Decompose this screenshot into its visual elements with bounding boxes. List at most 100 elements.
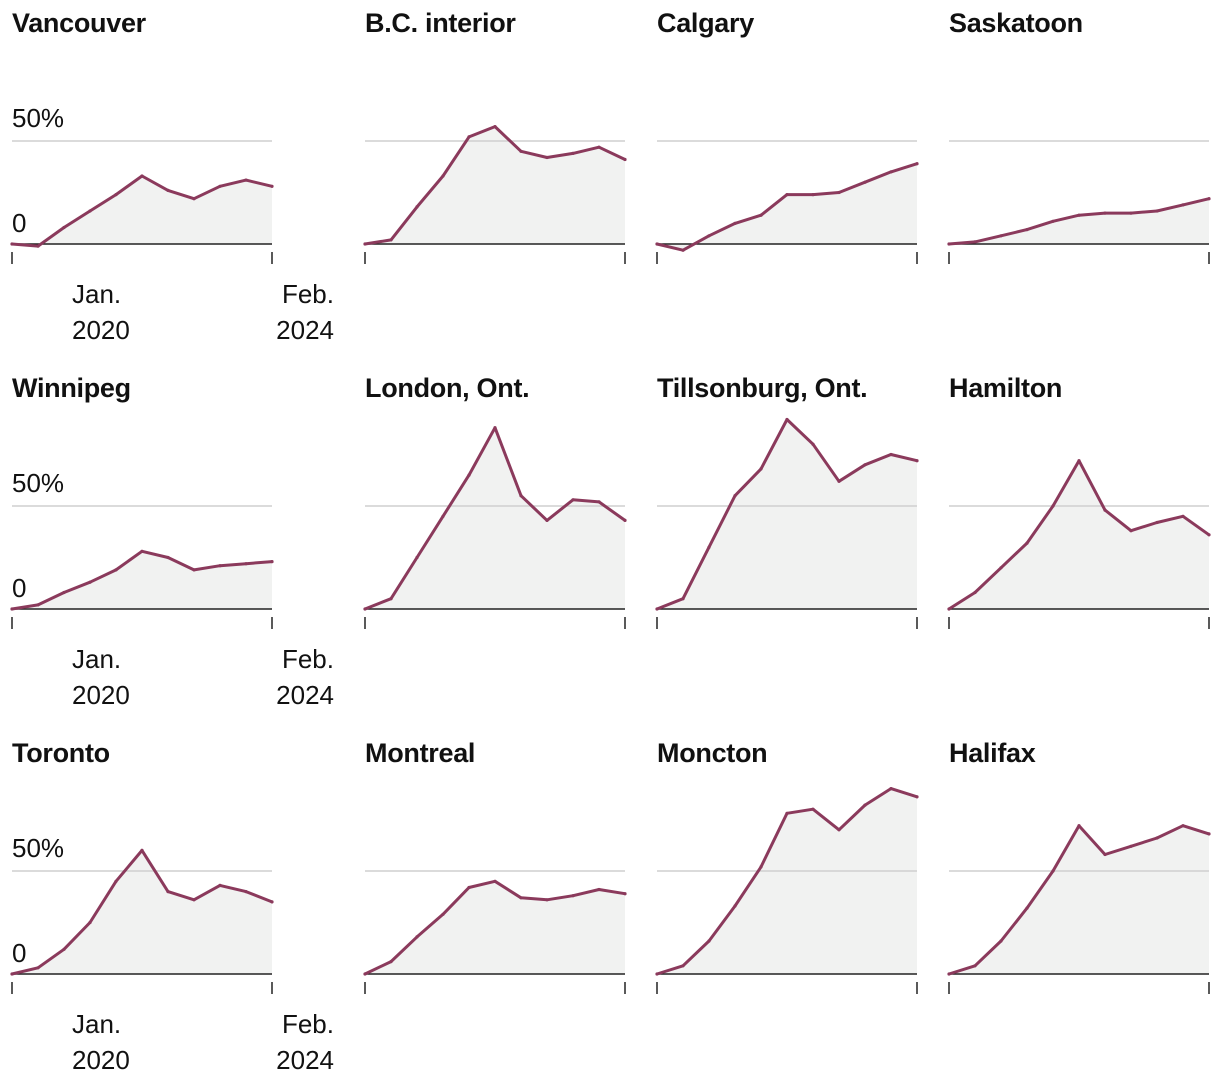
data-point [655, 242, 659, 246]
data-point [681, 248, 685, 252]
data-point [1077, 824, 1081, 828]
data-point [270, 560, 274, 564]
chart-panel: London, Ont. [363, 365, 657, 725]
x-label-start: Jan. 2020 [72, 644, 130, 710]
data-point [1129, 211, 1133, 215]
data-point [415, 205, 419, 209]
data-point [655, 607, 659, 611]
data-point [88, 920, 92, 925]
data-point [363, 972, 367, 976]
data-point [623, 892, 627, 896]
chart-title: London, Ont. [365, 373, 530, 403]
data-point [811, 442, 815, 446]
data-point [1207, 832, 1211, 836]
chart-title: Moncton [657, 738, 768, 768]
data-point [1077, 459, 1081, 463]
data-point [244, 562, 248, 566]
data-point [140, 549, 144, 553]
data-point [519, 494, 523, 498]
data-point [545, 155, 549, 160]
data-point [811, 807, 815, 811]
data-point [114, 193, 118, 197]
chart-title: Calgary [657, 8, 754, 38]
data-point [1103, 852, 1107, 857]
data-point [973, 240, 977, 244]
data-point [192, 898, 196, 902]
chart-plot [655, 787, 919, 994]
data-point [62, 947, 66, 951]
data-point [218, 883, 222, 887]
data-point [999, 566, 1003, 570]
data-point [759, 865, 763, 869]
chart-panel: Tillsonburg, Ont. [655, 365, 949, 725]
data-point [88, 580, 92, 584]
data-point [493, 879, 497, 883]
data-point [785, 193, 789, 197]
chart-title: Toronto [12, 738, 110, 768]
y-tick-label-0: 0 [12, 938, 27, 968]
data-point [707, 234, 711, 238]
chart-title: Halifax [949, 738, 1036, 768]
data-point [62, 225, 66, 230]
data-point [759, 213, 763, 217]
data-point [1207, 533, 1211, 537]
data-point [863, 803, 867, 807]
data-point [114, 879, 118, 883]
series-area [949, 825, 1209, 974]
data-point [915, 162, 919, 166]
data-point [1025, 228, 1029, 232]
data-point [166, 555, 170, 560]
chart-title: Vancouver [12, 8, 146, 38]
data-point [36, 966, 40, 970]
data-point [114, 568, 118, 572]
chart-title: Winnipeg [12, 373, 131, 403]
data-point [467, 885, 471, 890]
data-point [36, 244, 40, 248]
data-point [10, 607, 14, 611]
chart-plot [10, 505, 274, 629]
series-area [365, 126, 625, 244]
chart-panel: Vancouver 50% 0 Jan. 2020 Feb. 2024 [10, 0, 334, 360]
chart-plot [10, 848, 274, 994]
data-point [915, 459, 919, 463]
y-tick-label-50: 50% [12, 833, 65, 863]
data-point [545, 898, 549, 902]
data-point [837, 828, 841, 832]
data-point [218, 564, 222, 568]
chart-title: B.C. interior [365, 8, 516, 38]
data-point [62, 590, 66, 595]
data-point [441, 912, 445, 916]
chart-title: Hamilton [949, 373, 1063, 403]
data-point [623, 518, 627, 522]
data-point [415, 555, 419, 560]
chart-title: Saskatoon [949, 8, 1083, 38]
data-point [441, 514, 445, 518]
chart-panel: Hamilton [947, 365, 1220, 725]
data-point [759, 467, 763, 471]
series-area [949, 460, 1209, 609]
data-point [1051, 219, 1055, 223]
data-point [947, 972, 951, 976]
data-point [999, 939, 1003, 943]
data-point [10, 242, 14, 246]
series-area [12, 850, 272, 974]
data-point [837, 479, 841, 483]
chart-panel: Montreal [363, 730, 657, 1090]
chart-plot [655, 140, 919, 264]
data-point [36, 603, 40, 607]
chart-plot [363, 426, 627, 629]
data-point [270, 900, 274, 904]
data-point [889, 787, 893, 791]
data-point [707, 939, 711, 943]
data-point [681, 597, 685, 601]
series-area [657, 419, 917, 609]
chart-panel: Moncton [655, 730, 949, 1090]
chart-panel: Halifax [947, 730, 1220, 1090]
data-point [1207, 197, 1211, 201]
chart-plot [947, 824, 1211, 994]
data-point [140, 848, 144, 852]
data-point [889, 170, 893, 174]
data-point [889, 452, 893, 457]
data-point [493, 426, 497, 430]
